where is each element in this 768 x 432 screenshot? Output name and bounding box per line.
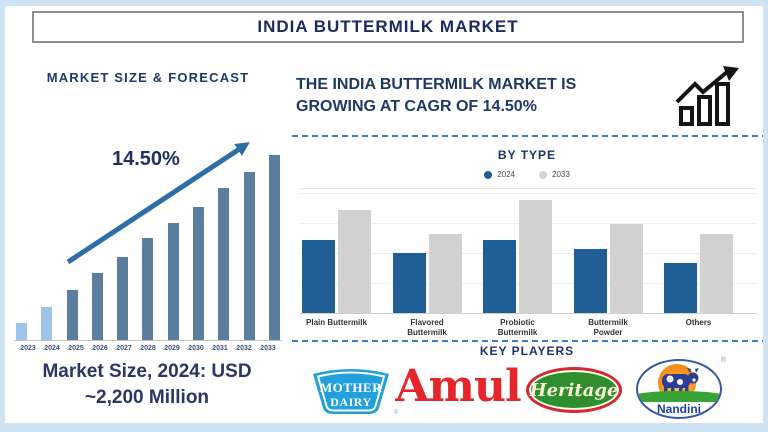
category-label-plain-buttermilk: Plain Buttermilk [306, 318, 367, 327]
forecast-year-2033: 2033 [260, 345, 276, 352]
bar-2024-others [664, 263, 697, 313]
forecast-year-2028: 2028 [140, 345, 156, 352]
by-type-chart [300, 193, 757, 314]
forecast-bar-2029 [167, 223, 179, 340]
cagr-label: 14.50% [112, 148, 180, 170]
by-type-legend: 2024 2033 [290, 170, 764, 179]
logo-heritage: Heritage [526, 367, 622, 413]
forecast-bar-2025 [66, 290, 78, 340]
mother-dairy-text-line1: MOTHER [320, 380, 382, 395]
forecast-bar-chart [16, 150, 280, 340]
trend-arrow-icon [66, 142, 250, 265]
forecast-bar-2033 [268, 155, 280, 340]
by-type-bar-groups [300, 193, 757, 313]
forecast-bar-2032 [243, 172, 255, 340]
forecast-year-labels: 2023 2024 2025 2026 2027 2028 2029 2030 2031 2032… [16, 345, 280, 352]
bar-2033-others [700, 234, 733, 313]
registered-mark: ® [721, 357, 727, 364]
registered-mark: ® [393, 410, 398, 416]
logo-amul: Amul [395, 358, 521, 414]
forecast-bar-2030 [193, 207, 205, 340]
forecast-axis-line [14, 340, 282, 341]
forecast-year-2029: 2029 [164, 345, 180, 352]
market-size-note: Market Size, 2024: USD ~2,200 Million [8, 359, 286, 411]
heritage-wordmark: Heritage [529, 379, 619, 401]
bar-group-flavored-buttermilk [392, 234, 462, 313]
forecast-bar-2028 [142, 238, 154, 340]
dashed-divider-top [292, 135, 764, 137]
bar-2024-probiotic-buttermilk [483, 240, 516, 313]
forecast-bar-2026 [91, 273, 103, 340]
category-label-others: Others [685, 318, 712, 327]
nandini-wordmark: Nandini [657, 402, 701, 416]
legend-dot-2024 [484, 170, 493, 179]
bar-2033-probiotic-buttermilk [519, 200, 552, 313]
forecast-year-2031: 2031 [212, 345, 228, 352]
forecast-year-2027: 2027 [116, 345, 132, 352]
forecast-bar-2024 [41, 307, 53, 340]
bar-2033-buttermilk-powder [609, 224, 643, 313]
nandini-grass-icon [638, 391, 720, 402]
logo-mother-dairy: MOTHER DAIRY ® [308, 364, 398, 416]
mother-dairy-text-line2: DAIRY [330, 395, 371, 409]
page-title-bar: INDIA BUTTERMILK MARKET [32, 11, 744, 43]
legend-divider-line [300, 188, 757, 189]
forecast-bar-2031 [218, 188, 230, 340]
bar-group-others [664, 234, 733, 313]
key-players-title: KEY PLAYERS [479, 344, 575, 358]
legend-item-2024: 2024 [484, 170, 515, 179]
forecast-section-title: MARKET SIZE & FORECAST [46, 70, 250, 85]
dashed-divider-bottom [292, 340, 764, 342]
logo-nandini: Nandini [636, 359, 722, 419]
legend-item-2033: 2033 [539, 170, 570, 179]
by-type-title: BY TYPE [497, 148, 557, 162]
mother-dairy-shape-icon: MOTHER DAIRY [313, 369, 389, 414]
growth-headline: THE INDIA BUTTERMILK MARKET IS GROWING A… [296, 74, 682, 118]
bar-group-buttermilk-powder [573, 224, 643, 313]
legend-label-2033: 2033 [552, 170, 570, 179]
bar-2033-flavored-buttermilk [428, 234, 462, 313]
forecast-year-2032: 2032 [236, 345, 252, 352]
bar-2033-plain-buttermilk [338, 210, 371, 313]
growth-headline-line2: GROWING AT CAGR OF 14.50% [296, 98, 537, 115]
market-size-note-line2: ~2,200 Million [84, 387, 210, 408]
legend-dot-2033 [539, 170, 547, 179]
forecast-year-2024: 2024 [44, 345, 60, 352]
bar-group-probiotic-buttermilk [483, 200, 552, 313]
forecast-year-2023: 2023 [20, 345, 36, 352]
bar-2024-buttermilk-powder [573, 249, 607, 313]
growth-headline-line1: THE INDIA BUTTERMILK MARKET IS [296, 76, 577, 93]
forecast-year-2030: 2030 [188, 345, 204, 352]
market-size-note-line1: Market Size, 2024: USD [42, 361, 252, 382]
forecast-bar-2027 [117, 257, 129, 340]
forecast-bar-2023 [16, 323, 27, 340]
bar-group-plain-buttermilk [302, 210, 371, 313]
by-type-category-labels: Plain Buttermilk Flavored Buttermilk Probi… [300, 318, 757, 337]
amul-wordmark: Amul [395, 360, 521, 412]
legend-label-2024: 2024 [497, 170, 515, 179]
bar-2024-flavored-buttermilk [392, 253, 426, 313]
forecast-year-2025: 2025 [68, 345, 84, 352]
bar-2024-plain-buttermilk [302, 240, 335, 313]
forecast-year-2026: 2026 [92, 345, 108, 352]
page-title: INDIA BUTTERMILK MARKET [257, 17, 519, 36]
gridline [300, 193, 757, 194]
category-label-probiotic-buttermilk: Probiotic Buttermilk [497, 318, 538, 337]
category-label-buttermilk-powder: Buttermilk Powder [588, 318, 628, 337]
growth-chart-icon [675, 66, 739, 126]
category-label-flavored-buttermilk: Flavored Buttermilk [407, 318, 447, 337]
